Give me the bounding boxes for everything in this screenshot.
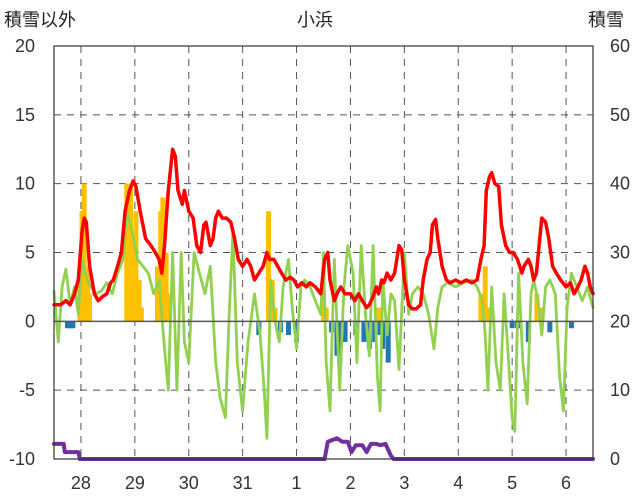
y-left-tick-label: 15 (15, 105, 35, 125)
bar (375, 307, 381, 322)
axes: 20 60 15 50 10 40 5 30 0 20 -5 10 -10 0 28 29 30 31 1 2 3 4 5 6 (9, 36, 630, 493)
bar (166, 293, 172, 322)
series-line (52, 436, 595, 461)
bar (285, 321, 291, 336)
bar (385, 321, 391, 363)
bar (482, 266, 488, 322)
bar (70, 321, 76, 329)
x-tick-label: 6 (561, 473, 571, 493)
y-right-tick-label: 60 (610, 36, 630, 56)
bar (128, 183, 134, 322)
bar (547, 321, 553, 333)
series-line (52, 209, 595, 440)
y-left-axis-label: 積雪以外 (4, 10, 76, 30)
bar (67, 321, 73, 329)
bar (509, 321, 515, 329)
x-tick-label: 31 (233, 473, 253, 493)
bar (124, 183, 130, 322)
y-right-tick-label: 30 (610, 243, 630, 263)
series-line (52, 147, 595, 311)
bar (163, 252, 169, 322)
x-tick-label: 1 (292, 473, 302, 493)
y-right-tick-label: 40 (610, 174, 630, 194)
bar (534, 293, 540, 322)
x-tick-label: 5 (507, 473, 517, 493)
bar (136, 280, 142, 322)
grid (54, 46, 593, 459)
x-tick-label: 4 (453, 473, 463, 493)
bar (337, 321, 343, 363)
y-right-tick-label: 10 (610, 380, 630, 400)
bar (154, 266, 160, 322)
y-right-tick-label: 50 (610, 105, 630, 125)
y-left-tick-label: 0 (25, 311, 35, 331)
y-left-tick-label: -5 (19, 380, 35, 400)
x-tick-label: 2 (345, 473, 355, 493)
bar (485, 307, 491, 322)
bar (266, 211, 272, 322)
bar (478, 293, 484, 322)
y-right-tick-label: 20 (610, 311, 630, 331)
bar (87, 293, 93, 322)
y-left-tick-label: -10 (9, 449, 35, 469)
y-left-tick-label: 10 (15, 174, 35, 194)
x-tick-label: 3 (399, 473, 409, 493)
x-tick-label: 28 (71, 473, 91, 493)
y-left-tick-label: 5 (25, 243, 35, 263)
plot-frame (53, 45, 594, 460)
bar (81, 183, 87, 322)
bar (138, 307, 144, 322)
y-right-axis-label: 積雪 (588, 10, 624, 30)
chart-title: 小浜 (297, 10, 333, 30)
bar (568, 321, 574, 329)
bar (377, 321, 383, 336)
y-right-tick-label: 0 (610, 449, 620, 469)
x-tick-label: 29 (125, 473, 145, 493)
lines (52, 147, 595, 461)
bar (342, 321, 348, 342)
y-left-tick-label: 20 (15, 36, 35, 56)
x-tick-label: 30 (179, 473, 199, 493)
bar (64, 321, 70, 329)
bar (133, 211, 139, 322)
bar (361, 321, 367, 342)
